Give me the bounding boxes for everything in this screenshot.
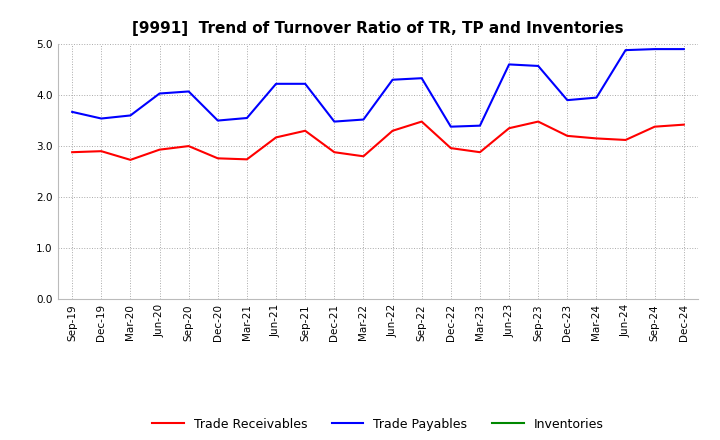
Trade Receivables — [505, 125, 513, 131]
Trade Payables — [418, 76, 426, 81]
Trade Receivables — [126, 157, 135, 162]
Trade Payables — [563, 98, 572, 103]
Title: [9991]  Trend of Turnover Ratio of TR, TP and Inventories: [9991] Trend of Turnover Ratio of TR, TP… — [132, 21, 624, 36]
Line: Trade Payables: Trade Payables — [72, 49, 684, 127]
Trade Payables — [97, 116, 106, 121]
Trade Receivables — [359, 154, 368, 159]
Trade Payables — [650, 47, 659, 52]
Trade Receivables — [418, 119, 426, 124]
Trade Payables — [592, 95, 600, 100]
Trade Receivables — [563, 133, 572, 139]
Trade Receivables — [592, 136, 600, 141]
Trade Payables — [476, 123, 485, 128]
Trade Payables — [534, 63, 543, 69]
Trade Receivables — [68, 150, 76, 155]
Trade Payables — [388, 77, 397, 82]
Line: Trade Receivables: Trade Receivables — [72, 121, 684, 160]
Trade Payables — [184, 89, 193, 94]
Trade Payables — [126, 113, 135, 118]
Trade Receivables — [243, 157, 251, 162]
Trade Payables — [446, 124, 455, 129]
Trade Receivables — [97, 149, 106, 154]
Trade Payables — [243, 115, 251, 121]
Legend: Trade Receivables, Trade Payables, Inventories: Trade Receivables, Trade Payables, Inven… — [148, 413, 608, 436]
Trade Payables — [505, 62, 513, 67]
Trade Receivables — [213, 156, 222, 161]
Trade Receivables — [476, 150, 485, 155]
Trade Receivables — [534, 119, 543, 124]
Trade Receivables — [184, 143, 193, 149]
Trade Receivables — [621, 137, 630, 143]
Trade Payables — [213, 118, 222, 123]
Trade Receivables — [680, 122, 688, 127]
Trade Payables — [680, 47, 688, 52]
Trade Receivables — [156, 147, 164, 152]
Trade Payables — [301, 81, 310, 86]
Trade Receivables — [301, 128, 310, 133]
Trade Payables — [68, 109, 76, 114]
Trade Payables — [156, 91, 164, 96]
Trade Payables — [359, 117, 368, 122]
Trade Receivables — [650, 124, 659, 129]
Trade Receivables — [446, 146, 455, 151]
Trade Receivables — [330, 150, 338, 155]
Trade Payables — [271, 81, 280, 86]
Trade Receivables — [388, 128, 397, 133]
Trade Receivables — [271, 135, 280, 140]
Trade Payables — [330, 119, 338, 124]
Trade Payables — [621, 48, 630, 53]
